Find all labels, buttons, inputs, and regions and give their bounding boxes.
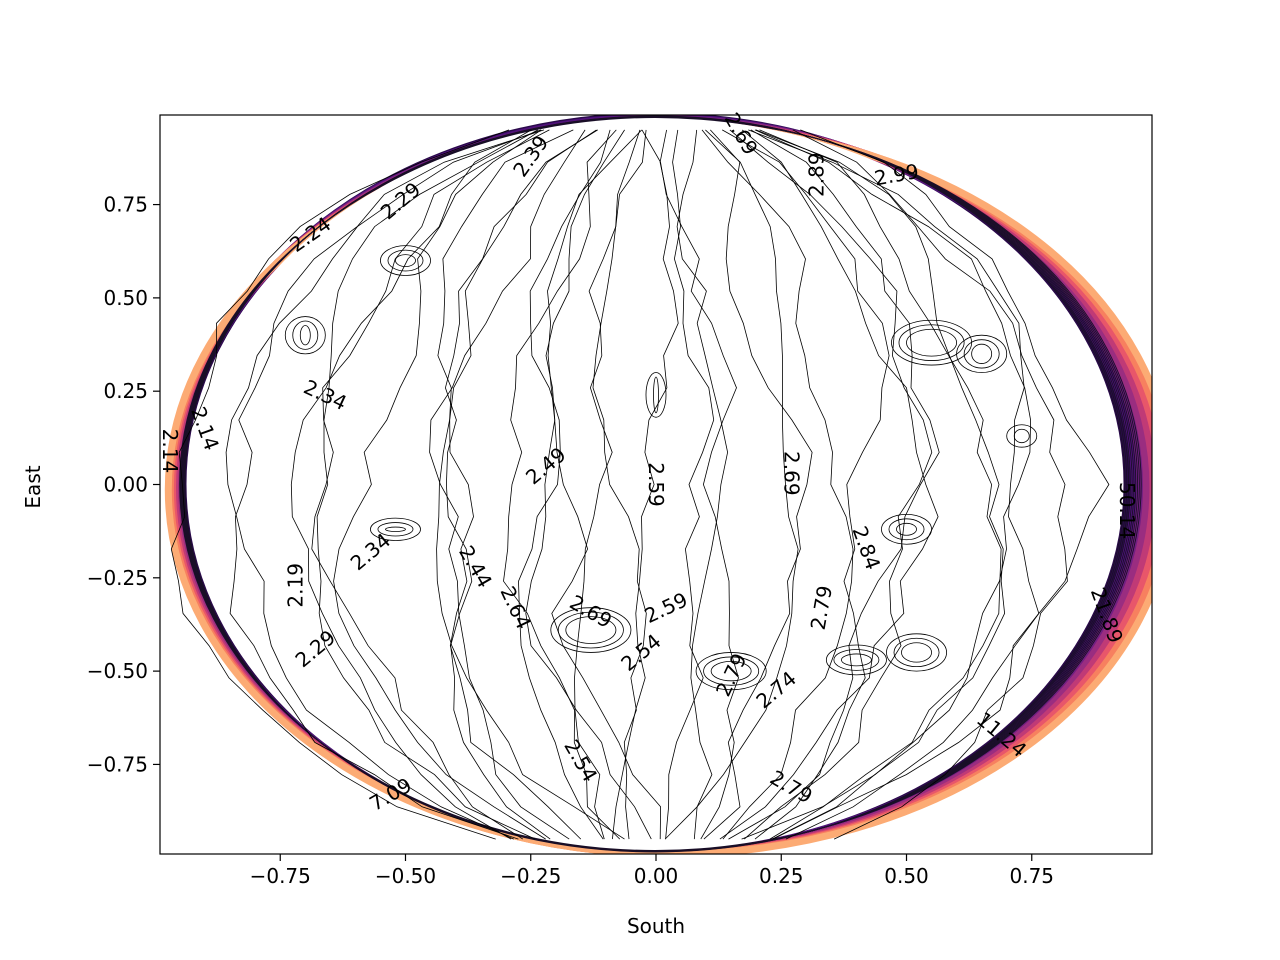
y-tick-label: 0.50 bbox=[103, 286, 148, 310]
closed-contour bbox=[395, 254, 416, 267]
closed-contour bbox=[385, 526, 406, 532]
x-tick-label: −0.50 bbox=[375, 864, 436, 888]
contour-line bbox=[722, 129, 890, 840]
y-tick-label: −0.50 bbox=[87, 659, 148, 683]
contour-lines-layer bbox=[170, 129, 1110, 840]
contour-line bbox=[759, 129, 1002, 840]
closed-contour bbox=[299, 325, 311, 346]
closed-contour bbox=[963, 339, 1000, 369]
axis-ticks-layer: −0.75 −0.50 −0.25 0.00 0.25 0.50 0.75 0.75 0.50 0… bbox=[87, 193, 1054, 888]
closed-contour bbox=[833, 649, 880, 671]
x-tick-label: 0.25 bbox=[759, 864, 804, 888]
closed-contour bbox=[1006, 424, 1038, 448]
closed-contour bbox=[292, 320, 319, 350]
closed-contour bbox=[840, 653, 872, 667]
contour-line bbox=[703, 129, 813, 840]
contour-line bbox=[170, 129, 510, 840]
contour-line bbox=[664, 129, 799, 840]
closed-contour bbox=[971, 343, 993, 364]
closed-contour bbox=[550, 607, 632, 653]
closed-contour bbox=[881, 513, 932, 545]
contour-line bbox=[676, 129, 729, 840]
x-tick-label: 0.50 bbox=[884, 864, 929, 888]
contour-line bbox=[641, 129, 739, 840]
y-tick-label: −0.75 bbox=[87, 752, 148, 776]
contour-line bbox=[755, 129, 1006, 840]
closed-contour bbox=[956, 334, 1008, 373]
contour-line bbox=[728, 129, 940, 840]
closed-contour bbox=[380, 245, 431, 276]
y-tick-label: 0.75 bbox=[103, 193, 148, 217]
closed-contour bbox=[370, 517, 421, 541]
contour-line bbox=[665, 129, 715, 840]
contour-line bbox=[547, 129, 662, 840]
x-tick-label: −0.75 bbox=[250, 864, 311, 888]
contour-label: 2.69 bbox=[779, 451, 803, 496]
contour-line bbox=[792, 129, 1068, 840]
y-axis-title: East bbox=[21, 465, 45, 508]
x-tick-label: −0.25 bbox=[500, 864, 561, 888]
closed-contour bbox=[906, 328, 958, 357]
contour-line bbox=[311, 129, 550, 840]
closed-contour bbox=[825, 644, 887, 676]
contour-line bbox=[436, 129, 625, 840]
contour-line bbox=[701, 129, 854, 840]
contour-line bbox=[333, 129, 546, 840]
closed-contour bbox=[893, 637, 940, 668]
contour-line bbox=[612, 129, 679, 840]
closed-contour bbox=[387, 249, 424, 272]
contour-line bbox=[719, 129, 939, 840]
y-tick-label: 0.00 bbox=[103, 473, 148, 497]
contour-label: 2.59 bbox=[644, 462, 668, 507]
x-tick-label: 0.75 bbox=[1009, 864, 1054, 888]
contour-line bbox=[444, 129, 597, 840]
contour-line bbox=[518, 129, 611, 840]
contour-line bbox=[748, 129, 1040, 840]
contour-label: 50.14 bbox=[1115, 482, 1139, 539]
contour-label: 2.19 bbox=[283, 563, 307, 608]
closed-contour bbox=[565, 616, 617, 644]
interior-fill bbox=[187, 118, 1123, 850]
x-tick-label: 0.00 bbox=[634, 864, 679, 888]
closed-contour bbox=[695, 652, 767, 691]
contour-line bbox=[729, 129, 933, 840]
y-tick-label: 0.25 bbox=[103, 379, 148, 403]
contour-label: 2.89 bbox=[804, 152, 828, 197]
closed-contour bbox=[645, 372, 667, 418]
contour-line bbox=[225, 129, 542, 840]
contour-line bbox=[574, 129, 647, 840]
contour-line bbox=[503, 129, 621, 840]
x-axis-title: South bbox=[627, 914, 685, 938]
closed-contour bbox=[888, 518, 925, 541]
closed-contour bbox=[557, 611, 624, 649]
contour-line bbox=[741, 129, 1032, 840]
closed-contour bbox=[377, 522, 414, 537]
contour-line bbox=[229, 129, 545, 840]
contour-line bbox=[449, 129, 598, 840]
contour-label: 2.14 bbox=[158, 429, 182, 474]
contour-line bbox=[429, 129, 586, 840]
closed-contour bbox=[901, 642, 932, 663]
contour-line bbox=[316, 129, 539, 840]
closed-contour bbox=[898, 324, 965, 361]
closed-contour bbox=[710, 661, 752, 682]
closed-contour bbox=[891, 319, 973, 366]
closed-contour bbox=[284, 316, 326, 355]
closed-contour bbox=[1013, 428, 1030, 444]
closed-contour bbox=[896, 522, 917, 536]
contour-line bbox=[592, 129, 647, 840]
contour-line bbox=[525, 129, 652, 840]
y-tick-label: −0.25 bbox=[87, 566, 148, 590]
closed-contour bbox=[653, 376, 659, 414]
contour-line bbox=[785, 129, 1110, 840]
closed-contour bbox=[886, 633, 947, 672]
closed-contour bbox=[703, 656, 760, 686]
